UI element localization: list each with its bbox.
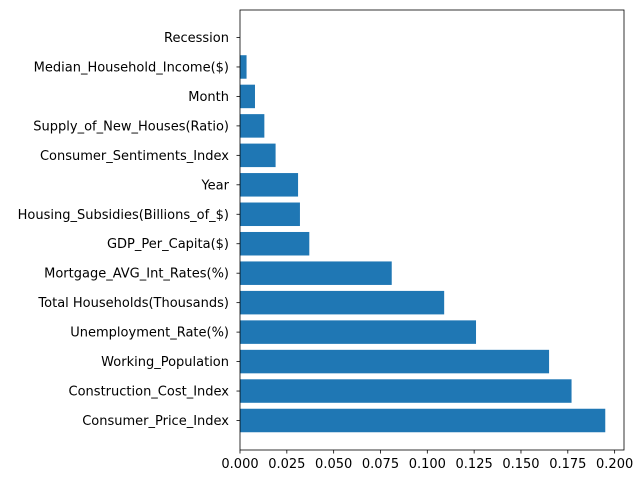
y-tick-label: Month	[188, 90, 229, 105]
x-tick-label: 0.200	[596, 457, 633, 472]
x-tick-label: 0.000	[221, 457, 258, 472]
x-tick-label: 0.075	[362, 457, 399, 472]
bar-construction-cost-index	[240, 379, 572, 403]
y-tick-label: Mortgage_AVG_Int_Rates(%)	[44, 267, 229, 282]
bar-year	[240, 173, 299, 197]
x-tick-label: 0.025	[268, 457, 305, 472]
y-tick-label: Working_Population	[101, 355, 229, 370]
y-tick-label: Total Households(Thousands)	[37, 296, 229, 311]
y-tick-label: Recession	[164, 31, 229, 46]
x-tick-label: 0.050	[315, 457, 352, 472]
y-tick-label: Unemployment_Rate(%)	[70, 326, 229, 341]
x-tick-label: 0.125	[456, 457, 493, 472]
plot-frame	[239, 9, 625, 451]
y-tick-label: Year	[200, 178, 229, 193]
y-tick-label: Consumer_Price_Index	[82, 414, 229, 429]
y-tick-label: Construction_Cost_Index	[69, 385, 230, 400]
x-axis-ticks: 0.000 0.025 0.050 0.075 0.100 0.125 0.150 0.175…	[221, 450, 633, 472]
bar-median-household-income	[240, 55, 247, 79]
y-tick-label: Housing_Subsidies(Billions_of_$)	[18, 208, 229, 223]
bar-mortgage-avg-int-rates	[240, 261, 392, 285]
y-axis-ticks: Consumer_Price_Index Construction_Cost_In…	[18, 31, 240, 429]
bar-supply-of-new-houses-ratio	[240, 114, 265, 138]
bar-working-population	[240, 349, 550, 374]
bar-housing-subsidies-billions-of	[240, 202, 300, 227]
x-tick-label: 0.175	[549, 457, 586, 472]
bar-month	[240, 84, 255, 109]
y-tick-label: GDP_Per_Capita($)	[107, 237, 229, 252]
x-tick-label: 0.100	[409, 457, 446, 472]
bar-total-households-thousands	[240, 290, 445, 315]
x-tick-label: 0.150	[502, 457, 539, 472]
bars-layer	[240, 55, 606, 433]
y-tick-label: Median_Household_Income($)	[34, 60, 229, 75]
axes-layer	[239, 9, 625, 451]
y-tick-label: Consumer_Sentiments_Index	[40, 149, 229, 164]
bar-unemployment-rate	[240, 320, 477, 344]
bar-gdp-per-capita	[240, 231, 310, 256]
y-tick-label: Supply_of_New_Houses(Ratio)	[33, 119, 229, 134]
bar-consumer-sentiments-index	[240, 143, 276, 168]
bar-consumer-price-index	[240, 408, 606, 433]
